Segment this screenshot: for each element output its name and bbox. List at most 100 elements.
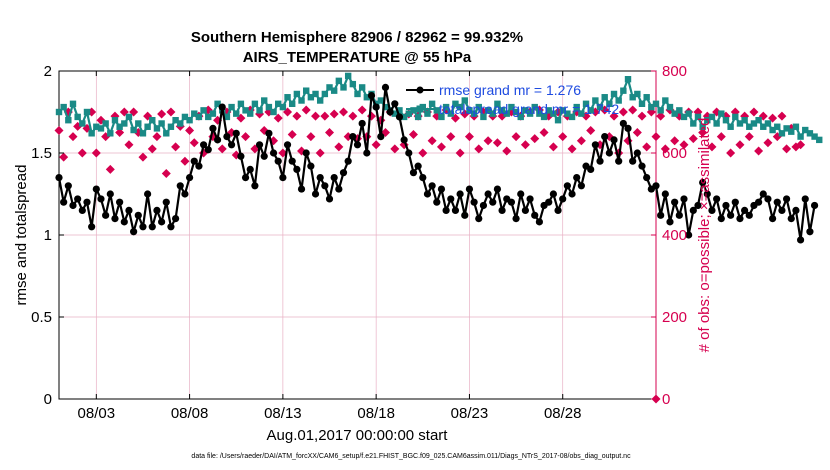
rmse-point bbox=[535, 218, 543, 226]
rmse-point bbox=[568, 190, 576, 198]
rmse-point bbox=[102, 211, 110, 219]
spread-point bbox=[251, 100, 259, 107]
obs-possible-point bbox=[586, 125, 596, 135]
chart-subtitle: AIRS_TEMPERATURE @ 55 hPa bbox=[243, 49, 472, 66]
rmse-point bbox=[727, 211, 735, 219]
rmse-point bbox=[764, 195, 772, 203]
spread-point bbox=[774, 123, 781, 130]
rmse-point bbox=[801, 195, 809, 203]
spread-point bbox=[480, 113, 487, 121]
obs-possible-point bbox=[418, 148, 428, 158]
spread-point bbox=[517, 113, 524, 121]
obs-possible-point bbox=[157, 109, 167, 119]
rmse-point bbox=[92, 185, 100, 193]
spread-point bbox=[144, 123, 151, 130]
spread-point bbox=[498, 107, 506, 114]
obs-possible-point bbox=[749, 107, 759, 117]
rmse-point bbox=[624, 124, 632, 132]
grid bbox=[59, 70, 656, 400]
rmse-point bbox=[307, 162, 315, 170]
spread-point bbox=[121, 120, 128, 127]
rmse-point bbox=[810, 201, 819, 210]
spread-point bbox=[624, 76, 632, 83]
obs-possible-point bbox=[716, 132, 726, 142]
spread-point bbox=[704, 117, 711, 124]
rmse-point bbox=[204, 146, 212, 154]
rmse-point bbox=[703, 190, 711, 198]
obs-possible-point bbox=[726, 148, 736, 158]
rmse-point bbox=[507, 198, 516, 206]
spread-point bbox=[638, 100, 646, 107]
spread-point bbox=[205, 113, 212, 121]
rmse-point bbox=[269, 149, 278, 157]
spread-point bbox=[200, 107, 207, 114]
spread-point bbox=[522, 107, 529, 114]
spread-point bbox=[727, 123, 734, 130]
spread-point bbox=[816, 136, 823, 144]
obs-possible-point bbox=[408, 130, 418, 140]
spread-point bbox=[186, 117, 193, 124]
rmse-point bbox=[232, 129, 240, 137]
rmse-point bbox=[442, 206, 450, 214]
rmse-point bbox=[755, 198, 763, 206]
rmse-point bbox=[125, 206, 133, 214]
spread-point bbox=[130, 126, 137, 134]
spread-point bbox=[158, 120, 165, 127]
rmse-point bbox=[456, 190, 464, 198]
rmse-point bbox=[713, 195, 721, 203]
obs-possible-series bbox=[54, 105, 806, 404]
rmse-point bbox=[731, 198, 739, 206]
obs-possible-point bbox=[59, 152, 69, 162]
rmse-point bbox=[414, 162, 422, 170]
obs-possible-point bbox=[651, 132, 661, 142]
obs-possible-point bbox=[366, 111, 376, 121]
rmse-point bbox=[158, 218, 166, 226]
rmse-point bbox=[638, 162, 646, 170]
spread-point bbox=[405, 110, 413, 117]
spread-point bbox=[195, 113, 203, 121]
footer-data-file: data file: /Users/raeder/DAI/ATM_forcXX/… bbox=[191, 453, 631, 460]
x-tick-label: 08/13 bbox=[264, 405, 302, 422]
spread-point bbox=[93, 123, 100, 130]
spread-point bbox=[456, 103, 464, 111]
obs-possible-point bbox=[735, 140, 745, 150]
rmse-point bbox=[172, 215, 180, 223]
rmse-point bbox=[643, 174, 651, 182]
spread-point bbox=[326, 84, 333, 91]
obs-possible-point bbox=[315, 148, 325, 158]
rmse-point bbox=[708, 206, 716, 214]
rmse-point bbox=[685, 231, 693, 239]
rmse-point bbox=[139, 223, 147, 231]
spread-point bbox=[349, 80, 357, 88]
rmse-point bbox=[633, 149, 641, 157]
y-tick-label: 0.5 bbox=[31, 309, 52, 326]
rmse-point bbox=[213, 136, 222, 144]
x-tick-label: 08/18 bbox=[357, 405, 395, 422]
spread-point bbox=[732, 113, 739, 121]
chart-title: Southern Hemisphere 82906 / 82962 = 99.9… bbox=[191, 29, 523, 46]
spread-point bbox=[592, 97, 599, 104]
rmse-point bbox=[297, 185, 306, 193]
rmse-point bbox=[596, 157, 604, 165]
rmse-point bbox=[605, 149, 613, 157]
rmse-point bbox=[372, 103, 380, 111]
spread-point bbox=[135, 120, 142, 127]
obs-possible-point bbox=[637, 111, 647, 121]
spread-point bbox=[564, 110, 571, 117]
obs-possible-point bbox=[306, 132, 316, 142]
spread-point bbox=[312, 90, 319, 98]
spread-point bbox=[233, 110, 240, 117]
rmse-point bbox=[461, 211, 469, 219]
rmse-point bbox=[657, 211, 665, 219]
rmse-point bbox=[479, 201, 488, 210]
spread-point bbox=[666, 103, 674, 111]
obs-possible-point bbox=[287, 130, 297, 140]
obs-possible-point bbox=[217, 144, 227, 154]
spread-point bbox=[181, 113, 189, 121]
spread-point bbox=[512, 108, 520, 116]
spread-point bbox=[321, 90, 329, 98]
rmse-point bbox=[591, 141, 599, 149]
rmse-point bbox=[344, 157, 352, 165]
rmse-point bbox=[363, 149, 371, 157]
spread-point bbox=[340, 84, 347, 91]
